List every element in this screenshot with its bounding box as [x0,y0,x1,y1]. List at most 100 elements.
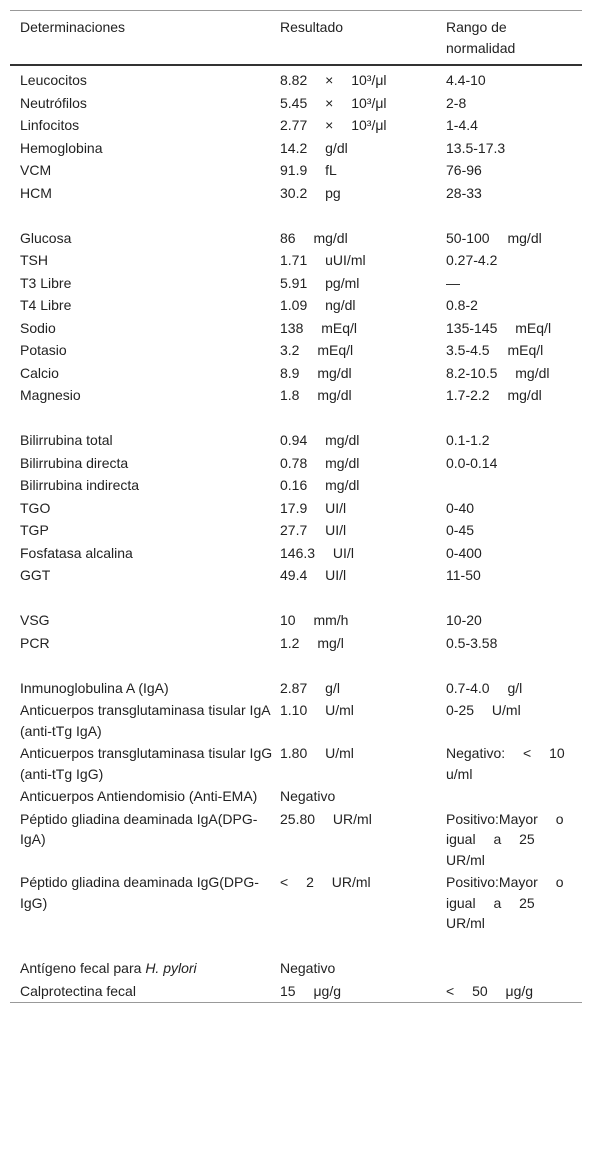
data-row: Sodio 138 mEq/l 135-145 mEq/l [10,317,582,340]
cell: 0.7-4.0 g/l [446,679,523,696]
data-row: Neutrófilos 5.45 × 10³/μl 2-8 [10,92,582,115]
data-row: Bilirrubina total 0.94 mg/dl 0.1-1.2 [10,429,582,452]
cell: 1.7-2.2 mg/dl [446,387,542,403]
cell: 50-100 mg/dl [446,229,542,246]
cell: 28-33 [446,184,482,201]
cell: 1.2 mg/l [280,634,344,651]
cell: Bilirrubina total [20,432,113,448]
cell: T4 Libre [20,297,72,313]
data-row: Leucocitos 8.82 × 10³/μl 4.4-10 [10,65,582,92]
cell: 91.9 fL [280,162,337,178]
cell: Negativo: < 10 u/ml [446,745,565,782]
cell: 15 μg/g [280,982,341,999]
data-row: Linfocitos 2.77 × 10³/μl 1-4.4 [10,114,582,137]
cell: 146.3 UI/l [280,544,354,561]
cell: 0.5-3.58 [446,634,498,651]
data-row: Bilirrubina indirecta 0.16 mg/dl [10,474,582,497]
spacer-row [10,654,582,677]
spacer-cell [10,204,582,227]
cell: Calcio [20,364,59,381]
spacer-row [10,935,582,958]
cell: < 2 UR/ml [280,874,371,890]
cell: 49.4 UI/l [280,567,347,583]
spacer-cell [10,407,582,430]
cell: HCM [20,184,52,201]
data-row: Glucosa 86 mg/dl 50-100 mg/dl [10,227,582,250]
data-row: Hemoglobina 14.2 g/dl 13.5-17.3 [10,137,582,160]
data-row: Anticuerpos transglutaminasa tisular IgG… [10,742,582,785]
cell: Magnesio [20,387,81,403]
cell: Péptido gliadina deaminada IgG(DPG-IgG) [20,874,259,911]
cell: 0-40 [446,499,475,516]
cell: 0-45 [446,522,475,538]
cell: VCM [20,162,52,178]
data-row: VCM 91.9 fL 76-96 [10,159,582,182]
cell: 0-25 U/ml [446,702,521,718]
data-row: Péptido gliadina deaminada IgA(DPG-IgA) 2… [10,808,582,872]
cell: Positivo:Mayor o igual a 25 UR/ml [446,874,564,931]
cell: 17.9 UI/l [280,499,347,516]
table-body: Leucocitos 8.82 × 10³/μl 4.4-10 Neutrófilos… [10,65,582,1003]
cell: 0.78 mg/dl [280,454,360,471]
cell: Calprotectina fecal [20,982,136,999]
cell: 2.77 × 10³/μl [280,117,387,133]
data-row: Potasio 3.2 mEq/l 3.5-4.5 mEq/l [10,339,582,362]
cell: 0.16 mg/dl [280,477,360,493]
data-row: Calcio 8.9 mg/dl 8.2-10.5 mg/dl [10,362,582,385]
cell: 1.10 U/ml [280,702,354,718]
spacer-row [10,204,582,227]
cell: Glucosa [20,229,72,246]
cell: 76-96 [446,162,482,178]
cell: 1.09 ng/dl [280,297,356,313]
cell: PCR [20,634,50,651]
cell: 3.5-4.5 mEq/l [446,342,544,358]
data-row: VSG 10 mm/h 10-20 [10,609,582,632]
cell: Hemoglobina [20,139,103,156]
cell: 10 mm/h [280,612,349,628]
spacer-row [10,587,582,610]
cell: Antígeno fecal para H. pylori [10,957,280,980]
cell: 1.8 mg/dl [280,387,352,403]
cell: T3 Libre [20,274,72,291]
cell: 2-8 [446,94,467,111]
cell: 5.91 pg/ml [280,274,360,291]
cell: 1-4.4 [446,117,478,133]
cell: 0.8-2 [446,297,478,313]
cell: Sodio [20,319,56,336]
header-cell: Resultado [280,19,344,35]
cell-part: H. pylori [145,960,197,976]
cell: 0.0-0.14 [446,454,498,471]
cell: 86 mg/dl [280,229,348,246]
lab-table: Determinaciones Resultado Rango de norma… [10,10,582,1003]
data-row: Antígeno fecal para H. pylori Negativo [10,957,582,980]
cell: Anticuerpos Antiendomisio (Anti-EMA) [20,788,258,804]
spacer-cell [10,935,582,958]
data-row: Péptido gliadina deaminada IgG(DPG-IgG) <… [10,871,582,935]
data-row: Anticuerpos Antiendomisio (Anti-EMA) Nega… [10,785,582,808]
cell: TGO [20,499,51,516]
header-cell: Determinaciones [20,19,126,35]
data-row: HCM 30.2 pg 28-33 [10,182,582,205]
cell: 3.2 mEq/l [280,342,354,358]
cell: Negativo [280,788,336,804]
cell: Negativo [280,960,336,976]
cell: 135-145 mEq/l [446,319,552,336]
cell: Inmunoglobulina A (IgA) [20,679,169,696]
spacer-row [10,407,582,430]
cell: 138 mEq/l [280,319,358,336]
cell: 0.1-1.2 [446,432,490,448]
cell-part: Antígeno fecal para [20,960,146,976]
data-row: T3 Libre 5.91 pg/ml — [10,272,582,295]
cell: 11-50 [446,567,481,583]
cell: — [446,274,460,291]
cell: Neutrófilos [20,94,87,111]
cell: < 50 μg/g [446,982,534,999]
cell: 0-400 [446,544,482,561]
cell: Leucocitos [20,72,87,88]
data-row: Bilirrubina directa 0.78 mg/dl 0.0-0.14 [10,452,582,475]
data-row: TGP 27.7 UI/l 0-45 [10,519,582,542]
cell: 25.80 UR/ml [280,810,372,827]
header-cell: Rango de normalidad [446,19,516,56]
cell: Bilirrubina indirecta [20,477,140,493]
cell: 2.87 g/l [280,679,340,696]
